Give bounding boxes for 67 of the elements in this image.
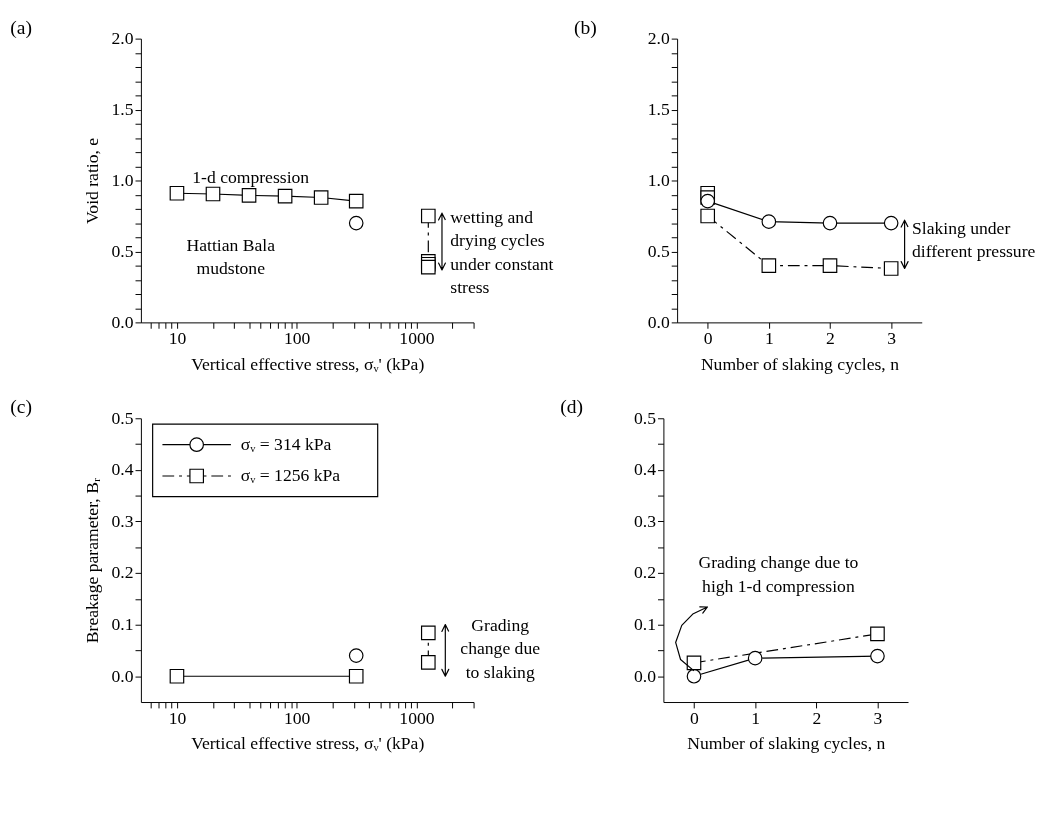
point [700,193,716,209]
x-tick-label: 3 [873,708,883,729]
x-tick-label: 10 [168,328,187,349]
y-tick-label: 0.1 [634,614,657,635]
y-tick-label: 2.0 [111,28,134,49]
y-tick-label: 0.5 [647,240,670,261]
annotation: Grading change due to high 1-d compression [698,552,859,596]
x-tick-label: 3 [887,328,897,349]
annotation: Grading change due to slaking [460,614,541,682]
x-axis-title: Number of slaking cycles, n [687,733,886,754]
y-tick-label: 0.3 [634,510,657,531]
point [883,261,899,276]
y-tick-label: 0.2 [634,562,657,583]
annotation: 1-d compression [192,166,310,187]
x-axis-title: Number of slaking cycles, n [700,353,900,374]
y-tick-label: 0.4 [634,459,657,480]
x-tick-label: 100 [283,708,311,729]
point [870,626,885,642]
y-tick-label: 0.5 [111,407,134,428]
y-tick-label: 0.0 [647,311,670,332]
x-tick-label: 1000 [399,328,435,349]
y-tick-label: 2.0 [647,28,670,49]
x-axis-title: Vertical effective stress, σᵥ' (kPa) [191,733,425,754]
legend-label: σᵥ = 1256 kPa [240,464,341,485]
y-tick-label: 1.0 [647,169,670,190]
annotation: wetting and drying cycles under constant stress [450,206,554,298]
legend-label: σᵥ = 314 kPa [240,433,332,454]
y-tick-label: 0.2 [111,562,134,583]
point [761,214,777,229]
x-tick-label: 1000 [399,708,435,729]
point [822,215,838,231]
x-tick-label: 2 [812,708,822,729]
point [822,258,838,273]
y-tick-label: 0.1 [111,614,134,635]
annotation: Hattian Bala mudstone [186,234,276,279]
y-tick-label: 0.5 [634,407,657,428]
y-tick-label: 0.5 [111,240,134,261]
y-axis-title: Void ratio, e [81,137,102,225]
x-tick-label: 1 [751,708,761,729]
chart-title: (d) [560,396,583,419]
x-tick-label: 1 [764,328,774,349]
y-tick-label: 1.0 [111,169,134,190]
x-tick-label: 10 [168,708,187,729]
chart-title: (b) [573,16,597,39]
y-tick-label: 1.5 [111,98,134,119]
x-tick-label: 100 [283,328,311,349]
y-tick-label: 1.5 [647,98,670,119]
y-tick-label: 0.4 [111,459,134,480]
point [747,650,763,666]
x-tick-label: 2 [826,328,835,349]
y-axis-title: Breakage parameter, Bᵣ [81,478,102,644]
y-tick-label: 0.0 [111,665,134,686]
y-tick-label: 0.0 [111,311,134,332]
chart-title: (c) [10,396,32,419]
point [700,208,716,224]
y-tick-label: 0.0 [634,665,657,686]
point [883,215,899,231]
chart-title: (a) [10,16,32,39]
point [686,655,702,671]
point [686,668,702,684]
point [761,258,777,273]
point [870,648,885,664]
y-tick-label: 0.3 [111,510,134,531]
x-tick-label: 0 [690,708,700,729]
annotation: Slaking under different pressure [911,217,1036,262]
x-tick-label: 0 [703,328,713,349]
x-axis-title: Vertical effective stress, σᵥ' (kPa) [191,353,425,374]
